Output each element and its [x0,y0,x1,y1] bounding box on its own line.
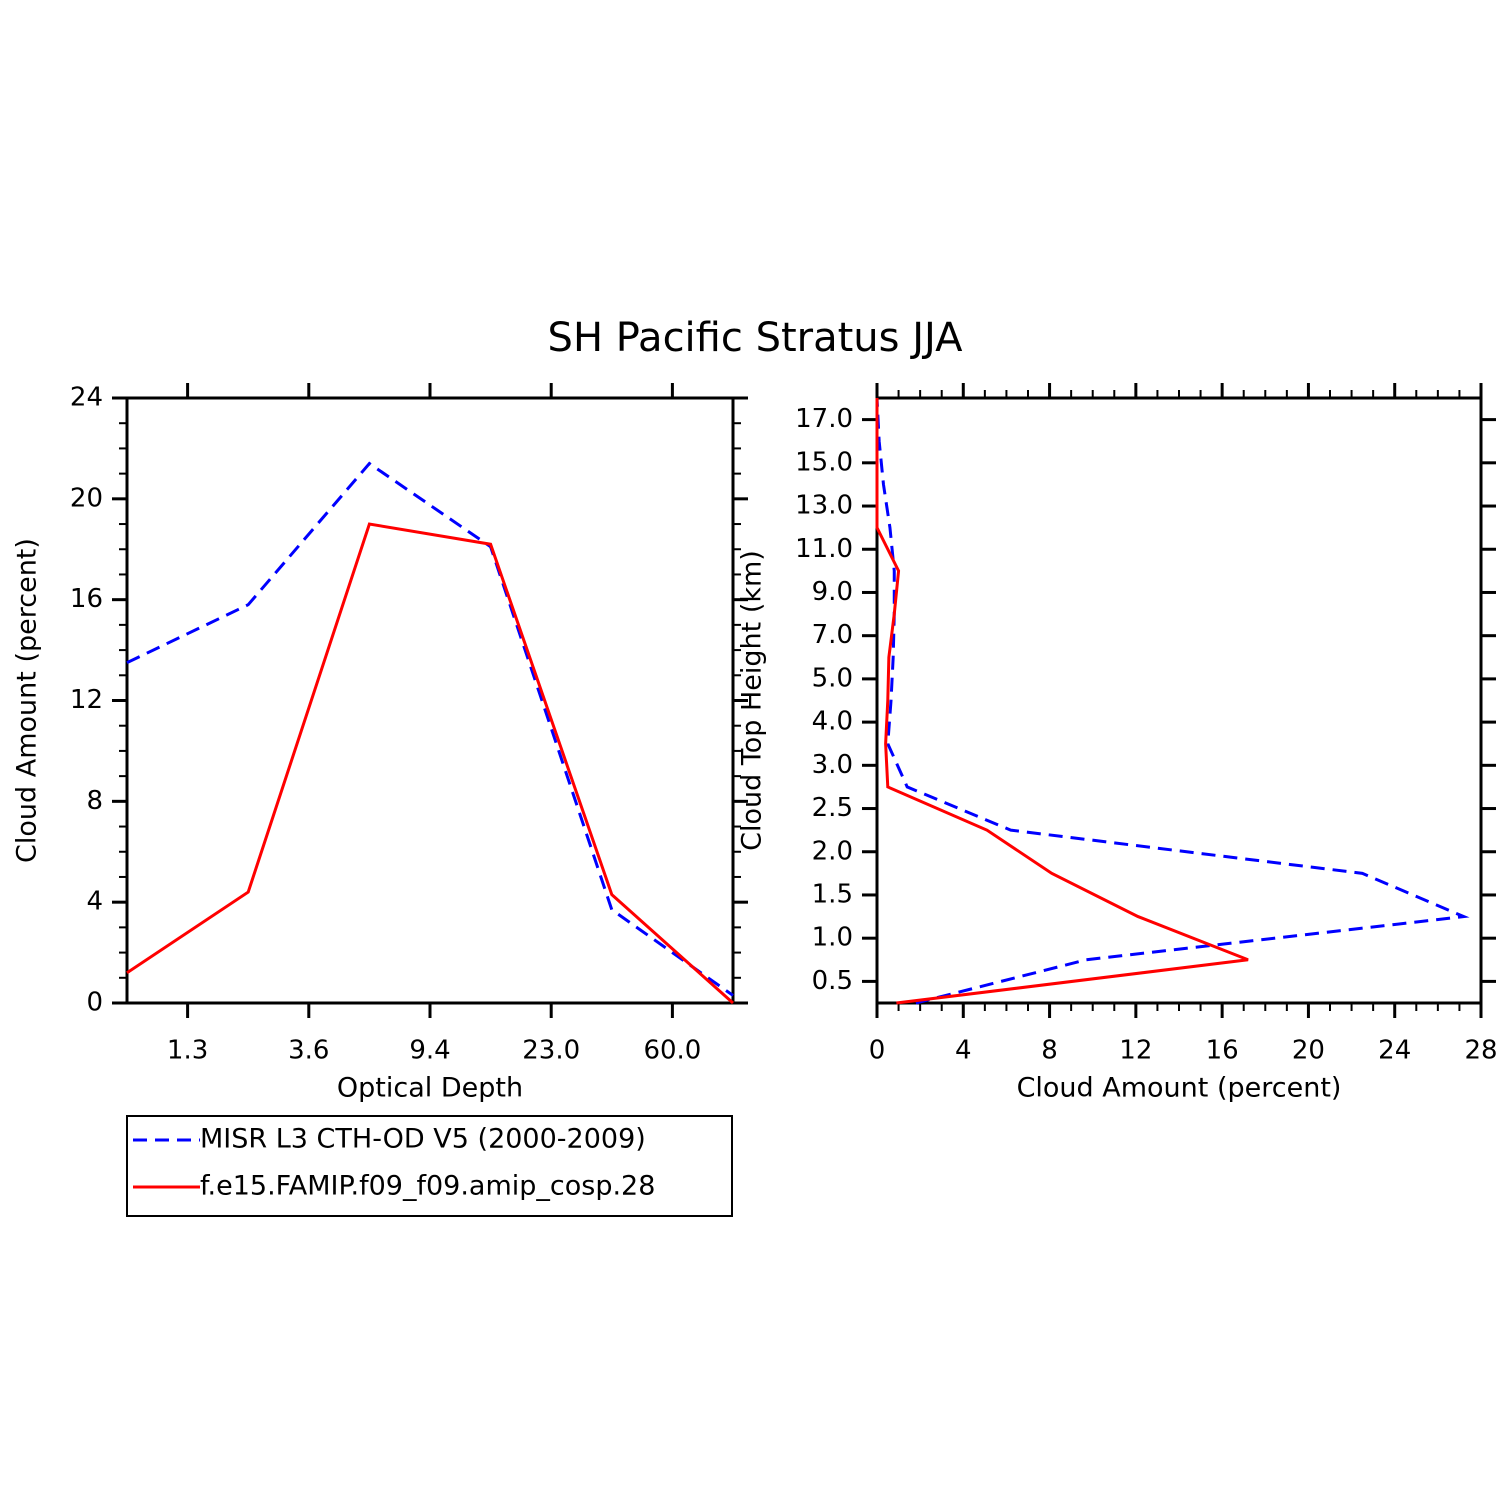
x-tick-label: 3.6 [288,1036,329,1066]
chart-title: SH Pacific Stratus JJA [548,315,964,361]
x-tick-label: 28 [1464,1036,1497,1066]
y-tick-label: 4 [86,887,103,917]
series-line [875,398,1249,1005]
y-tick-label: 2.5 [812,793,853,823]
y-tick-label: 0 [86,988,103,1018]
y-tick-label: 16 [70,584,103,614]
y-tick-label: 7.0 [812,620,853,650]
x-tick-label: 1.3 [167,1036,208,1066]
x-tick-label: 24 [1378,1036,1411,1066]
series-line [126,461,734,997]
x-tick-label: 20 [1292,1036,1325,1066]
y-tick-label: 11.0 [795,534,853,564]
y-tick-label: 2.0 [812,836,853,866]
y-tick-label: 0.5 [812,966,853,996]
x-tick-label: 23.0 [522,1036,580,1066]
y-tick-label: 17.0 [795,404,853,434]
y-tick-label: 1.0 [812,923,853,953]
legend-box [126,1115,733,1217]
x-tick-label: 16 [1206,1036,1239,1066]
y-axis-title: Cloud Top Height (km) [737,550,768,851]
y-axis-title: Cloud Amount (percent) [12,538,43,863]
legend-label: MISR L3 CTH-OD V5 (2000-2009) [200,1124,646,1155]
x-tick-label: 60.0 [643,1036,701,1066]
x-axis-title: Cloud Amount (percent) [1017,1073,1342,1104]
y-tick-label: 4.0 [812,707,853,737]
x-tick-label: 4 [955,1036,972,1066]
y-tick-label: 13.0 [795,491,853,521]
x-tick-label: 8 [1041,1036,1058,1066]
y-tick-label: 15.0 [795,447,853,477]
y-tick-label: 3.0 [812,750,853,780]
series-line [875,397,1470,1005]
legend-label: f.e15.FAMIP.f09_f09.amip_cosp.28 [200,1171,655,1202]
y-tick-label: 5.0 [812,663,853,693]
x-tick-label: 12 [1119,1036,1152,1066]
series-line [126,522,734,1005]
x-tick-label: 9.4 [409,1036,450,1066]
y-tick-label: 9.0 [812,577,853,607]
plot-frame [875,396,1483,1005]
x-axis-title: Optical Depth [337,1073,523,1104]
y-tick-label: 24 [70,383,103,413]
y-tick-label: 1.5 [812,879,853,909]
x-tick-label: 0 [869,1036,886,1066]
y-tick-label: 20 [70,483,103,513]
y-tick-label: 8 [86,786,103,816]
y-tick-label: 12 [70,685,103,715]
